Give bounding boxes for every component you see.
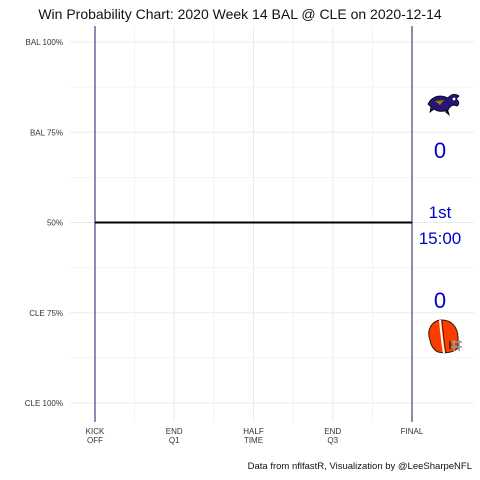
home-score: 0 (434, 288, 446, 313)
away-score: 0 (434, 138, 446, 163)
y-axis-ticks: BAL 100% BAL 75% 50% CLE 75% CLE 100% (25, 38, 63, 408)
y-tick-label: BAL 75% (30, 128, 63, 137)
browns-logo (428, 319, 462, 354)
ravens-logo (427, 93, 460, 116)
x-tick-label: END Q3 (324, 427, 341, 445)
grid-lines (70, 26, 474, 422)
x-tick-label: HALF TIME (243, 427, 264, 445)
x-tick-label: KICK OFF (86, 427, 105, 445)
x-axis-ticks: KICK OFF END Q1 HALF TIME END Q3 FINAL (86, 427, 424, 445)
y-tick-label: CLE 75% (29, 309, 63, 318)
y-tick-label: CLE 100% (25, 399, 63, 408)
game-clock: 15:00 (419, 229, 462, 248)
x-tick-label: FINAL (401, 427, 424, 436)
quarter-label: 1st (429, 203, 452, 222)
chart-title: Win Probability Chart: 2020 Week 14 BAL … (38, 6, 442, 22)
y-tick-label: BAL 100% (25, 38, 63, 47)
period-lines (94, 26, 413, 422)
x-tick-label: END Q1 (166, 427, 183, 445)
y-tick-label: 50% (47, 219, 63, 228)
chart-caption: Data from nflfastR, Visualization by @Le… (247, 461, 472, 472)
